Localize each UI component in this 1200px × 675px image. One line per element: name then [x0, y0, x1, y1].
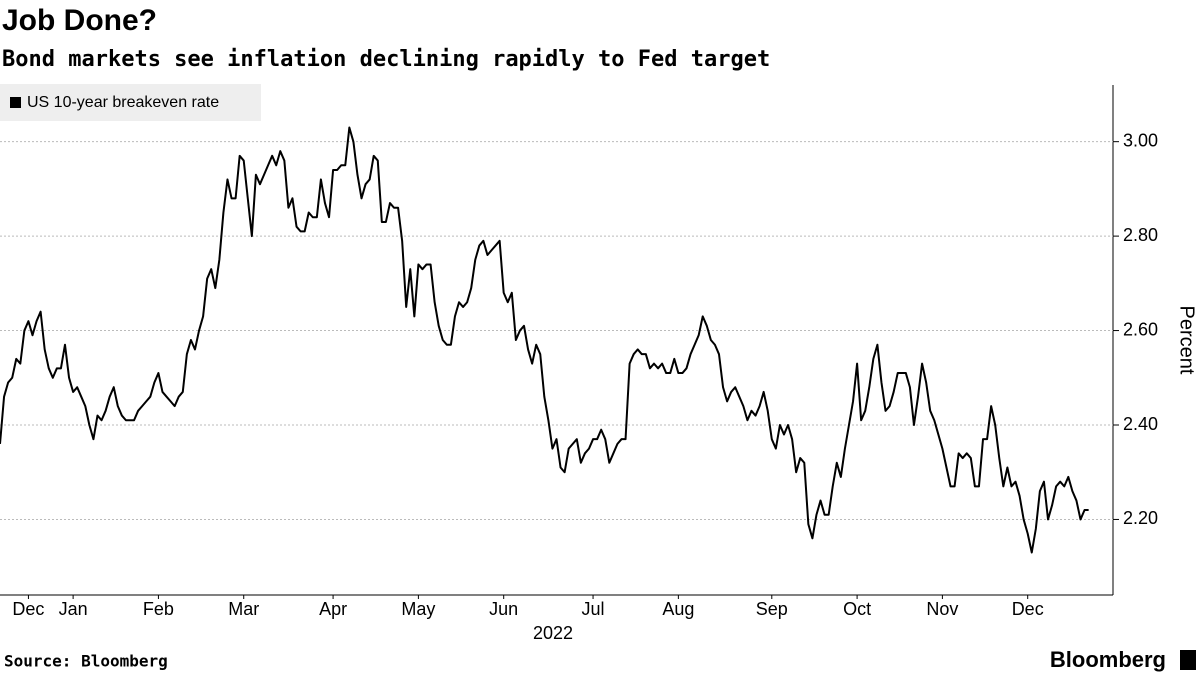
- y-tick-label: 2.80: [1123, 225, 1158, 245]
- x-tick-label: Sep: [756, 599, 788, 619]
- x-tick-label: Nov: [926, 599, 958, 619]
- series-line: [0, 126, 1089, 554]
- x-tick-label: Apr: [319, 599, 347, 619]
- x-tick-label: May: [401, 599, 435, 619]
- source: Source: Bloomberg: [4, 652, 168, 671]
- x-tick-label: Mar: [228, 599, 259, 619]
- legend-label: US 10-year breakeven rate: [27, 94, 219, 111]
- legend-box: [0, 84, 261, 121]
- x-tick-label: Jun: [489, 599, 518, 619]
- y-axis-title: Percent: [1176, 306, 1198, 375]
- x-tick-label: Feb: [143, 599, 174, 619]
- brand-icon: [1180, 650, 1196, 670]
- y-tick-label: 2.40: [1123, 414, 1158, 434]
- brand: Bloomberg: [1050, 647, 1166, 672]
- x-tick-label: Jul: [582, 599, 605, 619]
- legend-swatch: [10, 97, 21, 108]
- chart-title: Job Done?: [2, 4, 157, 37]
- x-tick-label: Dec: [1012, 599, 1044, 619]
- x-tick-label: Dec: [12, 599, 44, 619]
- x-tick-label: Aug: [662, 599, 694, 619]
- y-tick-label: 3.00: [1123, 130, 1158, 150]
- x-tick-label: Oct: [843, 599, 871, 619]
- x-axis-year: 2022: [533, 623, 573, 643]
- chart-subtitle: Bond markets see inflation declining rap…: [2, 47, 770, 72]
- y-tick-label: 2.60: [1123, 319, 1158, 339]
- x-tick-label: Jan: [59, 599, 88, 619]
- y-tick-label: 2.20: [1123, 508, 1158, 528]
